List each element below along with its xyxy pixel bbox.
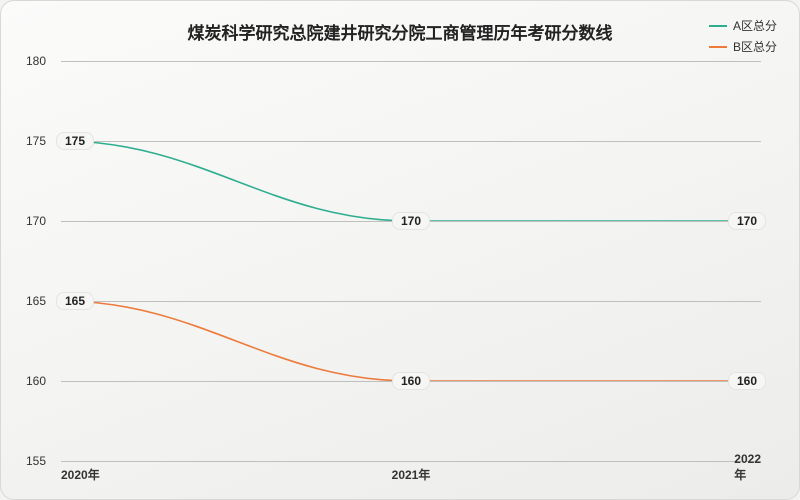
x-tick-label: 2020年 xyxy=(61,466,100,483)
point-label: 160 xyxy=(392,372,430,390)
series-line xyxy=(61,141,761,221)
series-line xyxy=(61,301,761,381)
plot-area: 1551601651701751802020年2021年2022年1751701… xyxy=(61,61,761,461)
legend-item: B区总分 xyxy=(709,38,777,55)
y-tick-label: 180 xyxy=(26,54,46,68)
grid-line xyxy=(61,301,761,302)
y-tick-label: 155 xyxy=(26,454,46,468)
y-tick-label: 170 xyxy=(26,214,46,228)
chart-title: 煤炭科学研究总院建井研究分院工商管理历年考研分数线 xyxy=(1,19,799,44)
legend-label: A区总分 xyxy=(733,17,777,34)
y-tick-label: 165 xyxy=(26,294,46,308)
grid-line xyxy=(61,461,761,462)
grid-line xyxy=(61,141,761,142)
chart-container: 煤炭科学研究总院建井研究分院工商管理历年考研分数线 A区总分B区总分 15516… xyxy=(0,0,800,500)
point-label: 170 xyxy=(728,212,766,230)
point-label: 175 xyxy=(56,132,94,150)
x-tick-label: 2022年 xyxy=(734,452,761,483)
grid-line xyxy=(61,61,761,62)
point-label: 165 xyxy=(56,292,94,310)
x-tick-label: 2021年 xyxy=(392,466,431,483)
legend-swatch xyxy=(709,25,727,27)
legend-swatch xyxy=(709,46,727,48)
point-label: 160 xyxy=(728,372,766,390)
point-label: 170 xyxy=(392,212,430,230)
y-tick-label: 160 xyxy=(26,374,46,388)
series-svg xyxy=(61,61,761,461)
legend-item: A区总分 xyxy=(709,17,777,34)
y-tick-label: 175 xyxy=(26,134,46,148)
legend: A区总分 B区总分 xyxy=(709,17,777,59)
legend-label: B区总分 xyxy=(733,38,777,55)
